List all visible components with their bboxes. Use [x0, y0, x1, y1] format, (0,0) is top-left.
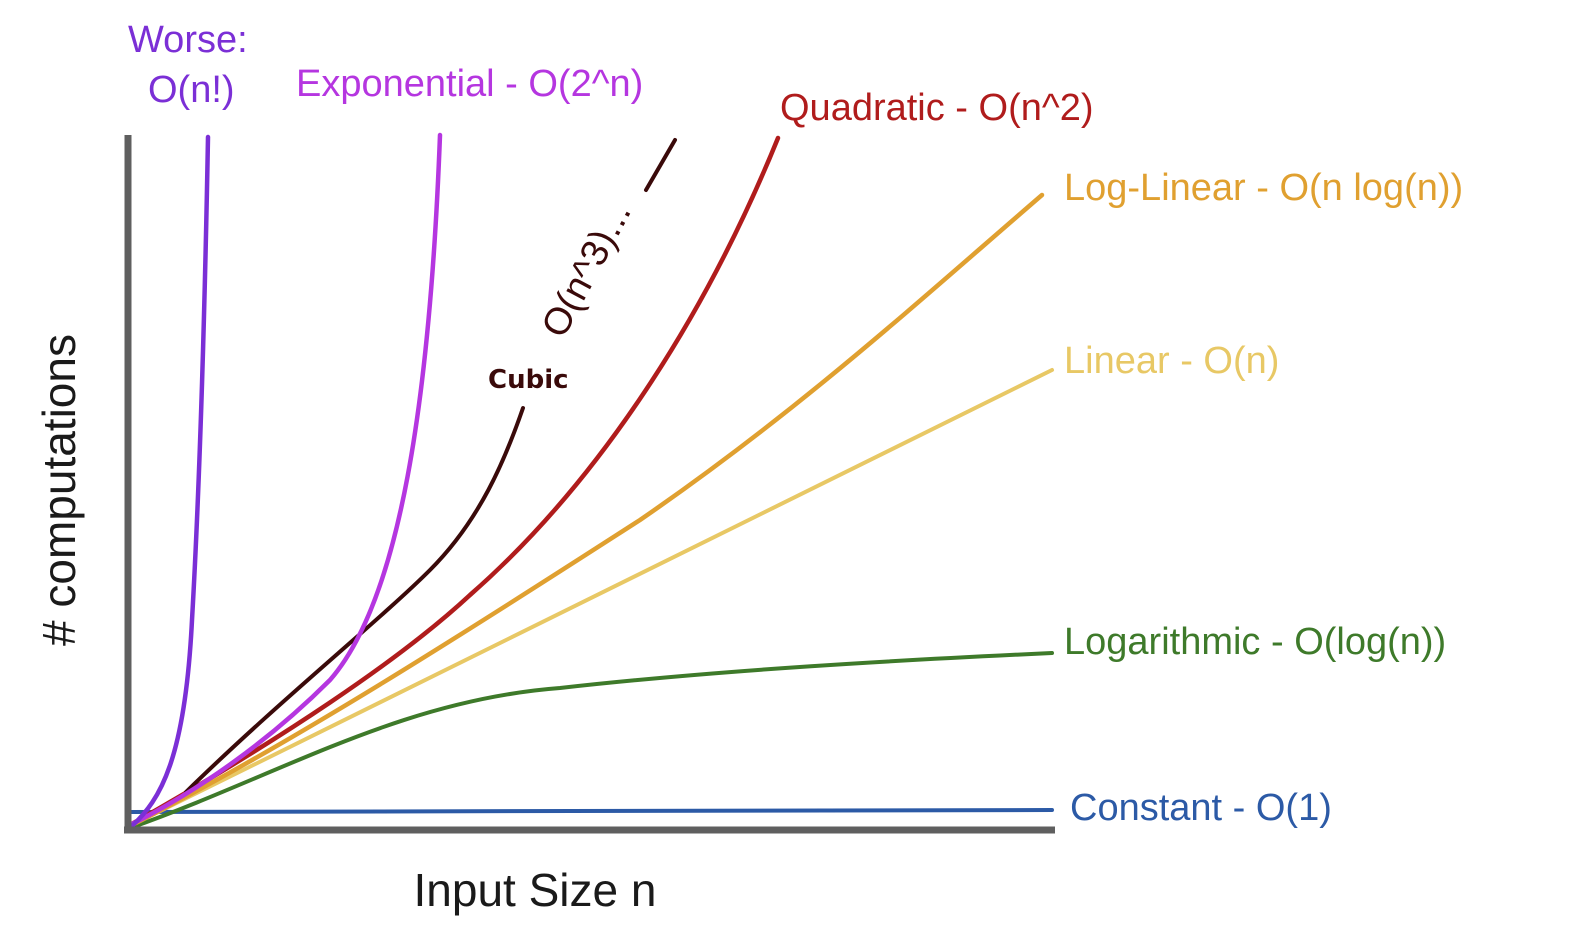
label-linear: Linear - O(n) [1064, 340, 1279, 382]
constant-curve [128, 808, 1054, 814]
label-loglinear: Log-Linear - O(n log(n)) [1064, 167, 1463, 209]
cubic-curve-upper [644, 138, 677, 192]
y-axis-title: # computations [33, 334, 85, 646]
cubic-curve-lower [184, 406, 525, 794]
label-logarithmic: Logarithmic - O(log(n)) [1064, 621, 1446, 663]
label-cubic: O(n^3)... [534, 195, 640, 344]
label-factorial-line1: Worse: [128, 19, 248, 61]
label-cubic-note: Cubic [488, 365, 569, 395]
curves-layer [127, 132, 1054, 830]
linear-curve [128, 368, 1054, 828]
label-quadratic: Quadratic - O(n^2) [780, 87, 1093, 129]
factorial-curve [129, 134, 211, 829]
label-exponential: Exponential - O(2^n) [296, 63, 643, 105]
x-axis-title: Input Size n [414, 864, 657, 916]
logarithmic-curve [128, 651, 1054, 830]
exponential-curve [127, 132, 443, 828]
loglinear-curve [127, 192, 1045, 829]
quadratic-curve [127, 135, 781, 828]
label-constant: Constant - O(1) [1070, 787, 1332, 829]
label-factorial-line2: O(n!) [148, 69, 235, 111]
